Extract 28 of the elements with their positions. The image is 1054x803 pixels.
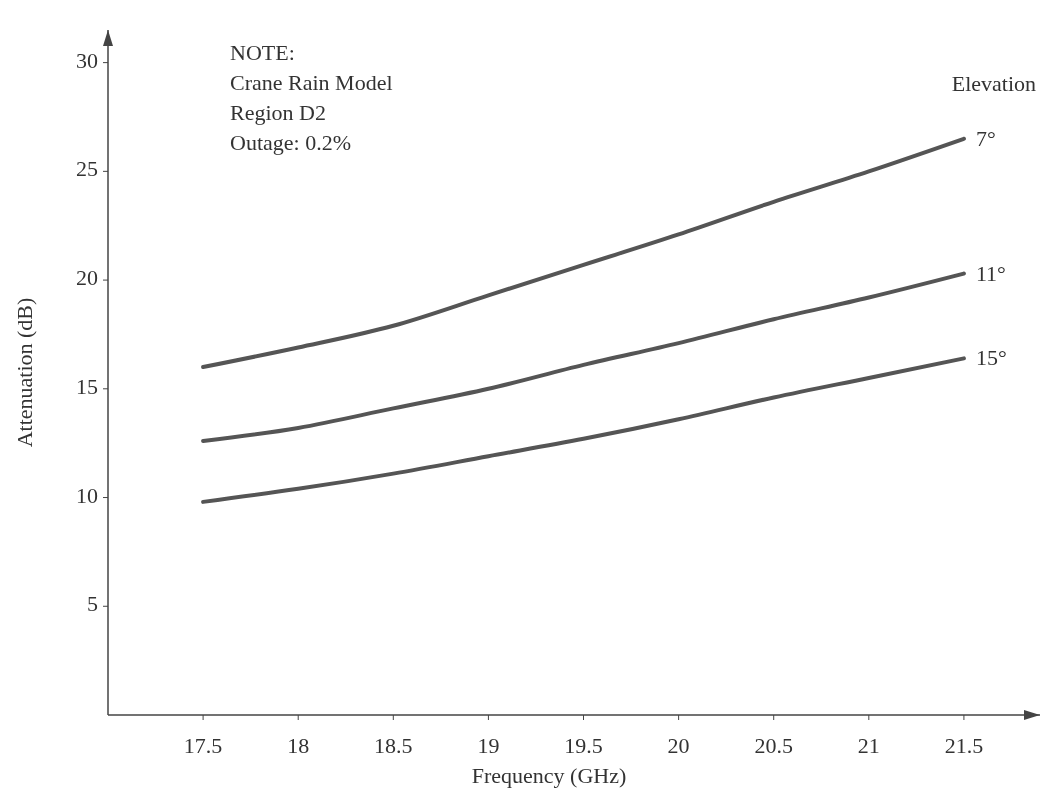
annotation: Crane Rain Model [230,70,393,95]
y-tick-label: 25 [76,156,98,182]
x-tick-label: 18.5 [374,733,413,758]
legend-title: Elevation [951,70,1036,96]
series-label: 15° [975,345,1007,371]
annotation: Region D2 [230,100,326,125]
line-series [201,136,966,370]
line-series [201,356,966,504]
y-tick-label: 30 [76,47,98,73]
y-tick-label: 5 [87,591,98,617]
y-axis-title: Attenuation (dB) [12,297,37,448]
annotation: NOTE: [230,40,295,65]
y-tick-label: 15 [76,373,98,399]
x-tick-label: 19 [477,733,500,758]
series-label: 7° [975,125,996,151]
y-tick-label: 20 [76,265,98,291]
x-tick-label: 21 [857,733,880,758]
x-tick-label: 20 [667,733,690,758]
x-tick-label: 21.5 [944,733,984,758]
x-tick-label: 20.5 [754,733,793,758]
x-tick-label: 19.5 [564,733,603,758]
annotation: Outage: 0.2% [230,130,351,155]
x-tick-label: 17.5 [183,733,223,758]
line-series [201,271,966,443]
series-label: 11° [975,260,1006,286]
x-tick-label: 18 [287,733,310,758]
x-axis-title: Frequency (GHz) [471,763,627,788]
y-tick-label: 10 [76,482,98,508]
